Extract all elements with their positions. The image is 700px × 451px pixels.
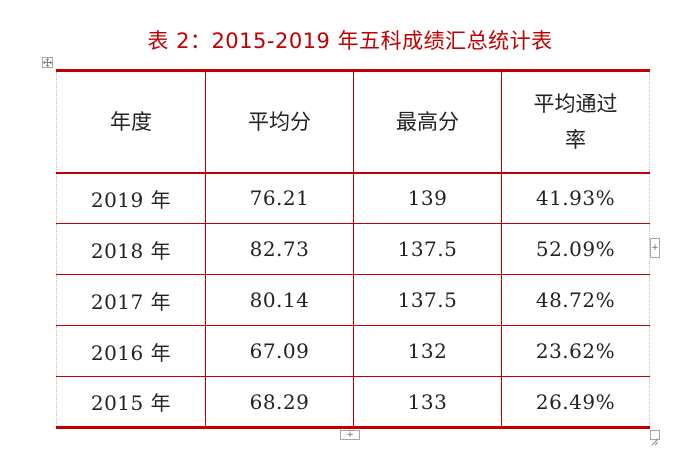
cell-highest[interactable]: 137.5 <box>353 274 502 326</box>
cell-highest[interactable]: 139 <box>353 172 502 224</box>
table-row: 2018 年 82.73 137.5 52.09% <box>56 223 650 275</box>
header-cell-pass-rate[interactable]: 平均通过率 <box>501 69 650 174</box>
cell-highest[interactable]: 133 <box>353 376 502 429</box>
plus-icon: + <box>651 243 659 253</box>
cell-average[interactable]: 68.29 <box>205 376 354 429</box>
cell-average[interactable]: 82.73 <box>205 223 354 275</box>
cell-average[interactable]: 67.09 <box>205 325 354 377</box>
cell-pass-rate[interactable]: 48.72% <box>501 274 650 326</box>
move-arrows-icon <box>43 58 52 67</box>
table-row: 2019 年 76.21 139 41.93% <box>56 172 650 224</box>
add-row-button[interactable]: + <box>340 430 360 440</box>
cell-average[interactable]: 76.21 <box>205 172 354 224</box>
table-resize-handle[interactable] <box>650 430 660 446</box>
table-row: 2015 年 68.29 133 26.49% <box>56 376 650 429</box>
cell-year[interactable]: 2019 年 <box>56 172 206 224</box>
table-header-row: 年度 平均分 最高分 平均通过率 <box>56 69 650 174</box>
table-row: 2016 年 67.09 132 23.62% <box>56 325 650 377</box>
cell-year[interactable]: 2017 年 <box>56 274 206 326</box>
add-column-button[interactable]: + <box>650 238 660 258</box>
table-move-handle[interactable] <box>42 57 53 68</box>
table-row: 2017 年 80.14 137.5 48.72% <box>56 274 650 326</box>
cell-pass-rate[interactable]: 41.93% <box>501 172 650 224</box>
header-cell-year[interactable]: 年度 <box>56 69 206 174</box>
score-summary-table: 年度 平均分 最高分 平均通过率 2019 年 76.21 139 41.93%… <box>56 69 650 429</box>
cell-highest[interactable]: 137.5 <box>353 223 502 275</box>
cell-year[interactable]: 2016 年 <box>56 325 206 377</box>
resize-corner-icon <box>651 438 659 446</box>
plus-icon: + <box>346 430 354 440</box>
cell-year[interactable]: 2015 年 <box>56 376 206 429</box>
cell-pass-rate[interactable]: 23.62% <box>501 325 650 377</box>
cell-pass-rate[interactable]: 52.09% <box>501 223 650 275</box>
cell-pass-rate[interactable]: 26.49% <box>501 376 650 429</box>
table-caption: 表 2：2015-2019 年五科成绩汇总统计表 <box>147 29 553 53</box>
header-cell-average[interactable]: 平均分 <box>205 69 354 174</box>
cell-average[interactable]: 80.14 <box>205 274 354 326</box>
header-cell-highest[interactable]: 最高分 <box>353 69 502 174</box>
cell-year[interactable]: 2018 年 <box>56 223 206 275</box>
cell-highest[interactable]: 132 <box>353 325 502 377</box>
header-pass-rate-text: 平均通过率 <box>533 91 618 152</box>
